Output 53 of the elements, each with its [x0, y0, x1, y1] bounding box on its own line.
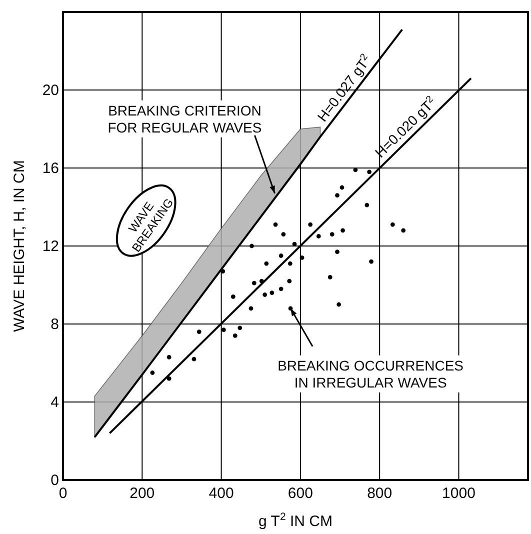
- point: [150, 370, 155, 375]
- point: [316, 234, 321, 238]
- point: [335, 250, 340, 254]
- point: [270, 290, 274, 295]
- point: [230, 294, 236, 299]
- y-tick-label: 20: [42, 82, 59, 99]
- point: [369, 259, 374, 264]
- point: [232, 334, 238, 338]
- point: [264, 261, 269, 266]
- x-tick-label: 400: [208, 485, 234, 502]
- x-tick-label: 1000: [442, 485, 476, 502]
- point: [364, 202, 370, 208]
- y-axis-title: WAVE HEIGHT, H, IN CM: [11, 160, 28, 332]
- y-tick-label: 16: [42, 160, 59, 177]
- point: [166, 376, 172, 381]
- point: [262, 292, 268, 297]
- point: [250, 244, 254, 248]
- point: [278, 286, 284, 292]
- y-tick-label: 8: [50, 316, 59, 333]
- point: [288, 261, 292, 266]
- point: [335, 193, 340, 198]
- point: [328, 275, 332, 280]
- point: [340, 228, 345, 233]
- x-tick-label: 200: [130, 485, 155, 502]
- point: [308, 222, 313, 227]
- point: [221, 328, 226, 332]
- x-tick-label: 600: [288, 485, 313, 502]
- annotation: BREAKING OCCURRENCES IN IRREGULAR WAVES: [278, 357, 464, 390]
- y-tick-label: 4: [50, 394, 59, 411]
- x-tick-label: 800: [367, 485, 392, 502]
- x-axis-title: g T$^{2}$ IN CM: [258, 511, 332, 530]
- point: [220, 269, 226, 274]
- point: [252, 280, 256, 286]
- point: [336, 302, 342, 307]
- point: [367, 170, 372, 174]
- point: [300, 256, 304, 260]
- point: [166, 354, 172, 360]
- point: [248, 306, 254, 311]
- point: [259, 278, 264, 284]
- point: [196, 330, 202, 334]
- annotation: BREAKING CRITERION FOR REGULAR WAVES: [108, 102, 262, 136]
- point: [330, 232, 334, 236]
- y-tick-label: 0: [50, 472, 59, 489]
- point: [281, 232, 286, 236]
- point: [401, 228, 406, 233]
- point: [390, 222, 395, 227]
- y-tick-label: 12: [42, 238, 59, 255]
- point: [287, 278, 292, 284]
- point: [273, 222, 278, 227]
- point: [238, 326, 242, 330]
- point: [278, 254, 284, 258]
- point: [192, 356, 196, 362]
- point: [340, 185, 344, 190]
